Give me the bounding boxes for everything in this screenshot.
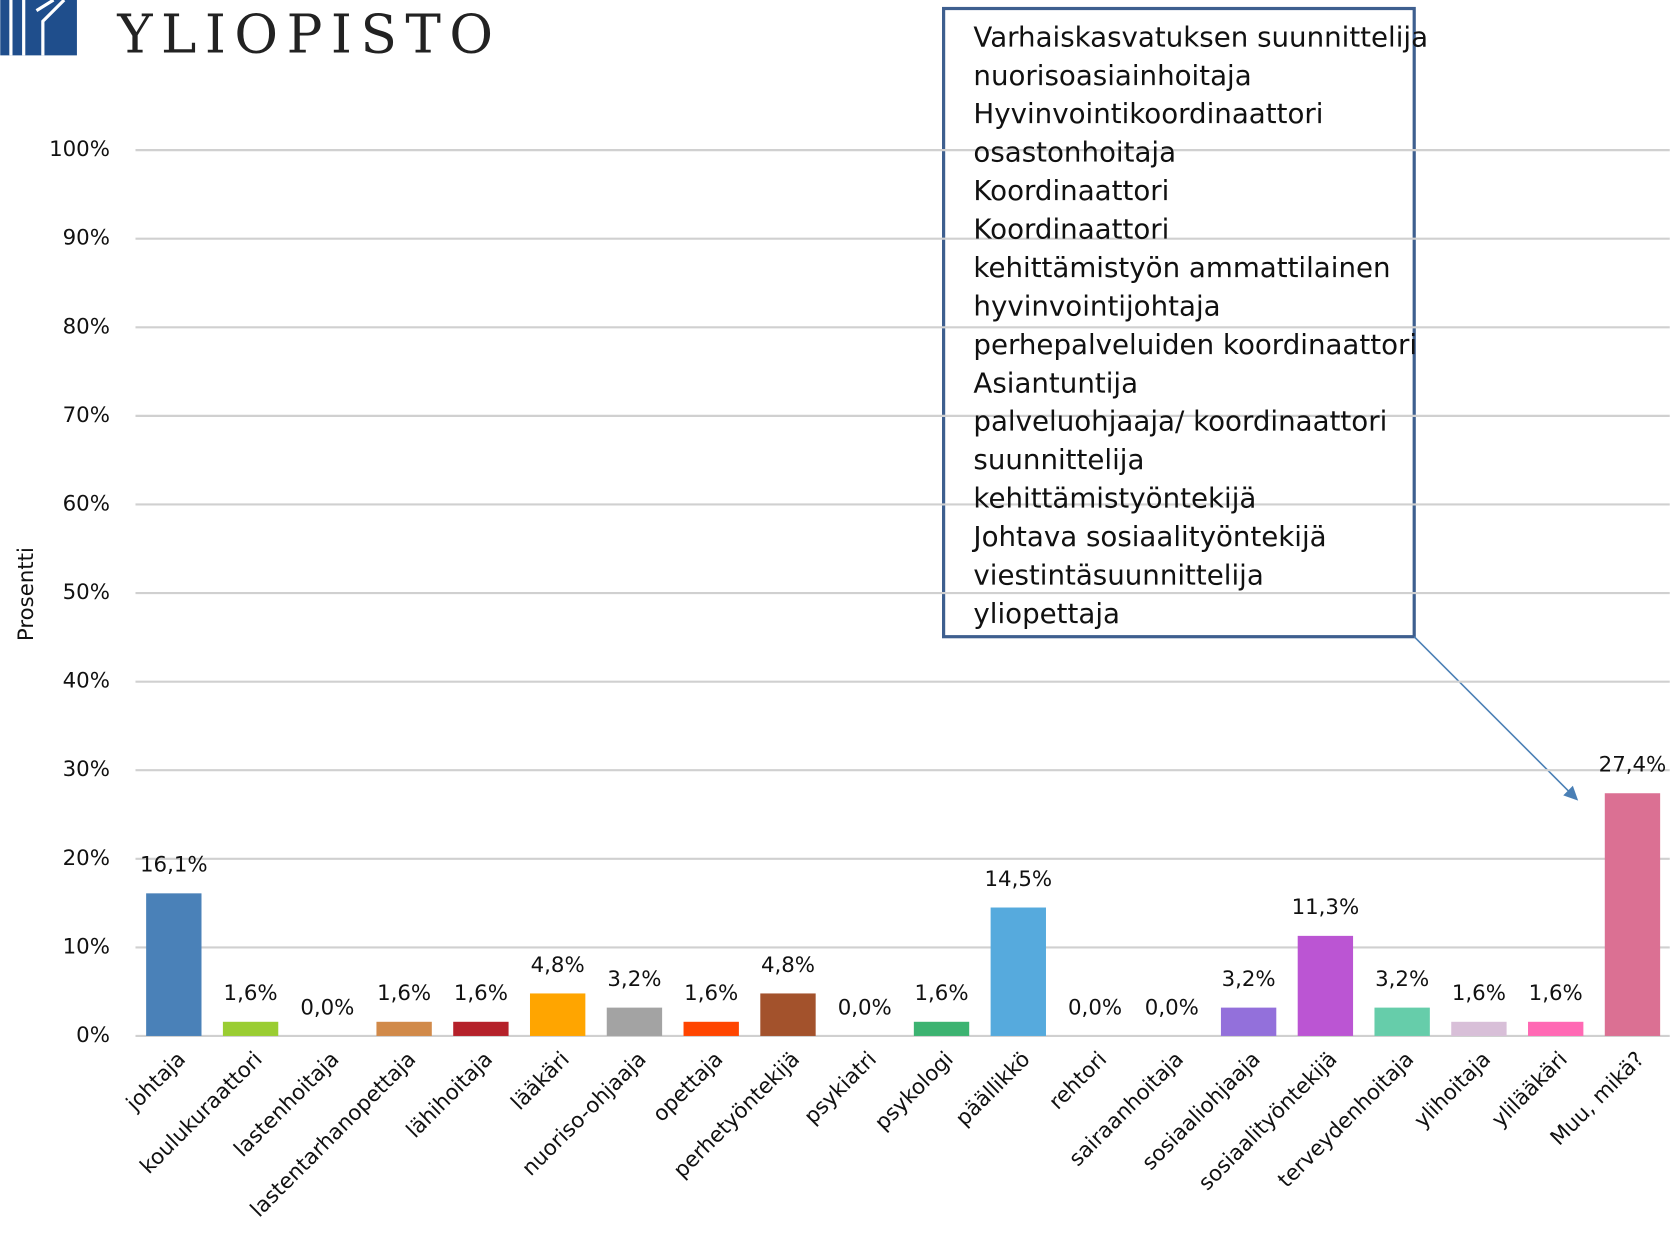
annotation-line: Hyvinvointikoordinaattori — [973, 97, 1323, 130]
bar — [683, 1021, 739, 1036]
x-tick-label: johtaja — [121, 1047, 191, 1117]
value-label: 3,2% — [1375, 967, 1429, 992]
annotation-line: Varhaiskasvatuksen suunnittelija — [973, 20, 1428, 53]
y-tick-label: 90% — [63, 226, 110, 251]
bar — [1297, 935, 1354, 1036]
bar — [222, 1021, 279, 1036]
x-tick-label: psykologi — [870, 1047, 958, 1135]
value-label: 16,1% — [140, 853, 208, 878]
value-label: 0,0% — [300, 995, 354, 1020]
annotation-arrow-head — [1563, 785, 1579, 801]
value-label: 1,6% — [684, 981, 738, 1006]
annotation-line: viestintäsuunnittelija — [973, 558, 1263, 591]
value-label: 14,5% — [984, 867, 1052, 892]
bar — [529, 993, 586, 1036]
logo-icon-lines — [9, 0, 66, 56]
annotation-line: hyvinvointijohtaja — [973, 289, 1220, 322]
value-label: 11,3% — [1292, 895, 1360, 920]
annotation-line: Johtava sosiaalityöntekijä — [971, 520, 1326, 553]
bar — [1528, 1021, 1584, 1036]
x-tick-label: ylihoitaja — [1410, 1047, 1496, 1133]
value-label: 3,2% — [607, 967, 661, 992]
y-tick-label: 10% — [63, 934, 110, 959]
value-label: 1,6% — [454, 981, 508, 1006]
annotation-line: palveluohjaaja/ koordinaattori — [973, 405, 1387, 438]
bar — [1220, 1007, 1277, 1036]
bar — [913, 1021, 970, 1036]
value-label: 0,0% — [838, 995, 892, 1020]
x-tick-label: sosiaalityöntekijä — [1194, 1047, 1343, 1196]
value-label: 1,6% — [377, 981, 431, 1006]
annotation-line: Koordinaattori — [973, 174, 1169, 207]
annotation-line: kehittämistyöntekijä — [973, 482, 1256, 515]
y-axis-label: Prosentti — [14, 547, 39, 641]
bar — [1451, 1021, 1507, 1036]
annotation-line: Asiantuntija — [973, 366, 1138, 399]
bar — [146, 893, 202, 1036]
x-tick-label: päällikkö — [951, 1047, 1035, 1131]
y-tick-label: 40% — [63, 669, 110, 694]
y-tick-label: 20% — [63, 846, 110, 871]
annotation-line: suunnittelija — [973, 443, 1144, 476]
bar — [376, 1021, 432, 1036]
value-label: 0,0% — [1145, 995, 1199, 1020]
value-label: 1,6% — [914, 981, 968, 1006]
bar — [990, 907, 1046, 1036]
bar — [1604, 793, 1661, 1036]
annotation-line: perhepalveluiden koordinaattori — [973, 328, 1417, 361]
value-label: 4,8% — [761, 953, 815, 978]
bar — [606, 1007, 663, 1036]
value-label: 1,6% — [224, 981, 278, 1006]
x-tick-label: opettaja — [648, 1047, 728, 1127]
value-label: 1,6% — [1452, 981, 1506, 1006]
annotation-line: yliopettaja — [973, 597, 1120, 630]
y-tick-label: 60% — [63, 491, 110, 516]
x-tick-label: rehtori — [1044, 1047, 1112, 1115]
annotation-line: osastonhoitaja — [973, 136, 1176, 169]
annotation-line: Koordinaattori — [973, 213, 1169, 246]
value-label: 4,8% — [531, 953, 585, 978]
annotation-line: nuorisoasiainhoitaja — [973, 59, 1251, 92]
annotation-line: kehittämistyön ammattilainen — [973, 251, 1390, 284]
value-label: 27,4% — [1599, 753, 1667, 778]
value-label: 3,2% — [1222, 967, 1276, 992]
y-tick-label: 70% — [63, 403, 110, 428]
annotation-box — [942, 6, 1416, 639]
y-tick-label: 80% — [63, 314, 110, 339]
bar — [453, 1021, 509, 1036]
x-tick-label: lääkäri — [506, 1047, 574, 1115]
y-tick-label: 0% — [76, 1023, 110, 1048]
x-tick-label: terveydenhoitaja — [1273, 1047, 1419, 1193]
y-tick-label: 100% — [49, 137, 110, 162]
bar — [1374, 1007, 1430, 1036]
bar — [760, 993, 816, 1036]
y-tick-label: 30% — [63, 757, 110, 782]
logo-text: YLIOPISTO — [116, 3, 501, 65]
annotation-arrow — [1413, 636, 1573, 795]
y-tick-label: 50% — [63, 580, 110, 605]
value-label: 0,0% — [1068, 995, 1122, 1020]
value-label: 1,6% — [1529, 981, 1583, 1006]
